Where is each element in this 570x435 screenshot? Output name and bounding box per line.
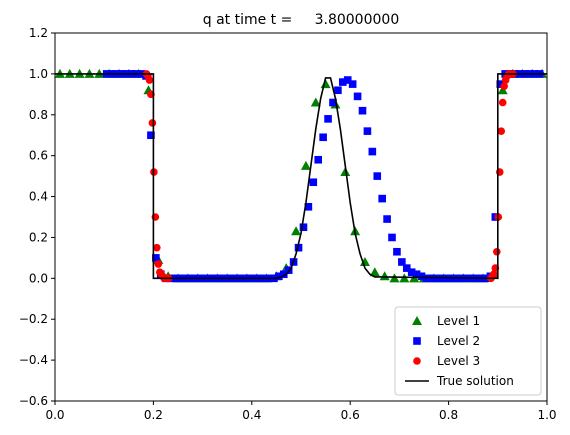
data-point-level-2 — [373, 172, 382, 180]
data-point-level-1 — [291, 226, 302, 236]
data-point-level-2 — [388, 233, 396, 242]
data-point-level-1 — [369, 267, 380, 277]
y-tick-label: −0.6 — [19, 394, 48, 408]
data-point-level-1 — [310, 97, 321, 107]
data-point-level-2 — [304, 202, 313, 211]
data-point-level-2 — [147, 131, 155, 140]
data-point-level-1 — [379, 271, 390, 281]
y-tick-label: 0.2 — [29, 230, 48, 244]
data-point-level-2 — [353, 92, 362, 101]
series-level-2 — [102, 70, 544, 283]
data-point-level-2 — [334, 86, 342, 95]
data-point-level-2 — [275, 272, 283, 281]
chart-title: q at time t = 3.80000000 — [203, 12, 399, 28]
y-tick-label: 1.0 — [29, 67, 48, 81]
data-point-level-2 — [339, 78, 347, 86]
data-point-level-2 — [412, 270, 421, 279]
data-point-level-1 — [300, 160, 311, 170]
data-point-level-3 — [145, 76, 154, 84]
data-point-level-3 — [148, 119, 157, 127]
y-tick-label: 1.2 — [29, 26, 48, 40]
data-point-level-2 — [407, 268, 416, 276]
data-point-level-2 — [398, 258, 406, 266]
data-point-level-2 — [309, 178, 318, 187]
data-point-level-2 — [402, 264, 411, 272]
data-point-level-2 — [299, 223, 308, 232]
x-tick-label: 0.6 — [341, 408, 360, 422]
data-point-level-2 — [152, 254, 160, 262]
data-point-level-1 — [359, 256, 370, 266]
y-axis: −0.6 −0.4 −0.2 0.0 0.2 0.4 0.6 0.8 1.0 1.2 — [19, 26, 55, 408]
y-tick-label: 0.8 — [29, 108, 48, 122]
series-line-true-solution — [55, 73, 547, 280]
data-point-level-2 — [343, 76, 352, 84]
legend-label-true-solution: True solution — [436, 374, 514, 388]
data-point-level-2 — [422, 274, 431, 283]
data-point-level-3 — [500, 82, 508, 90]
y-tick-label: 0.0 — [29, 271, 48, 285]
data-point-level-2 — [314, 155, 323, 164]
y-tick-label: 0.6 — [29, 149, 48, 163]
data-point-level-2 — [329, 98, 337, 107]
legend-label-level-1: Level 1 — [437, 314, 480, 328]
data-point-level-3 — [154, 260, 163, 268]
y-tick-label: −0.4 — [19, 353, 48, 367]
x-tick-label: 0.0 — [45, 408, 64, 422]
data-point-level-2 — [294, 243, 303, 252]
data-point-level-3 — [153, 243, 161, 252]
legend-swatch-level-2 — [413, 337, 421, 345]
legend-box — [394, 306, 542, 396]
legend-swatch-level-3 — [413, 357, 421, 365]
data-point-level-1 — [497, 85, 508, 95]
data-point-level-2 — [378, 194, 386, 203]
y-tick-label: 0.4 — [29, 190, 48, 204]
data-point-level-2 — [279, 270, 288, 279]
data-point-level-2 — [319, 133, 327, 142]
x-tick-label: 0.8 — [439, 408, 458, 422]
x-axis: 0.0 0.2 0.4 0.6 0.8 1.0 — [45, 401, 557, 422]
data-point-level-3 — [497, 127, 506, 135]
x-tick-label: 1.0 — [537, 408, 556, 422]
x-tick-label: 0.4 — [242, 408, 261, 422]
legend-swatch-level-1 — [412, 316, 422, 325]
legend-label-level-3: Level 3 — [437, 354, 480, 368]
x-tick-label: 0.2 — [144, 408, 163, 422]
data-point-level-2 — [358, 106, 367, 115]
data-point-level-2 — [496, 80, 505, 88]
data-point-level-2 — [348, 80, 357, 88]
data-point-level-2 — [324, 115, 332, 123]
data-point-level-3 — [498, 98, 507, 107]
y-tick-label: −0.2 — [19, 312, 48, 326]
axes-frame — [54, 32, 548, 402]
data-point-level-3 — [490, 270, 498, 279]
data-point-level-2 — [383, 215, 391, 223]
data-point-level-3 — [493, 247, 501, 256]
data-point-level-2 — [393, 247, 401, 256]
legend-label-level-2: Level 2 — [437, 334, 480, 348]
plot-area — [55, 68, 547, 283]
data-point-level-2 — [417, 272, 426, 281]
legend: Level 1 Level 2 Level 3 True solution — [394, 306, 542, 396]
data-point-level-2 — [368, 147, 377, 156]
data-point-level-2 — [363, 127, 372, 135]
